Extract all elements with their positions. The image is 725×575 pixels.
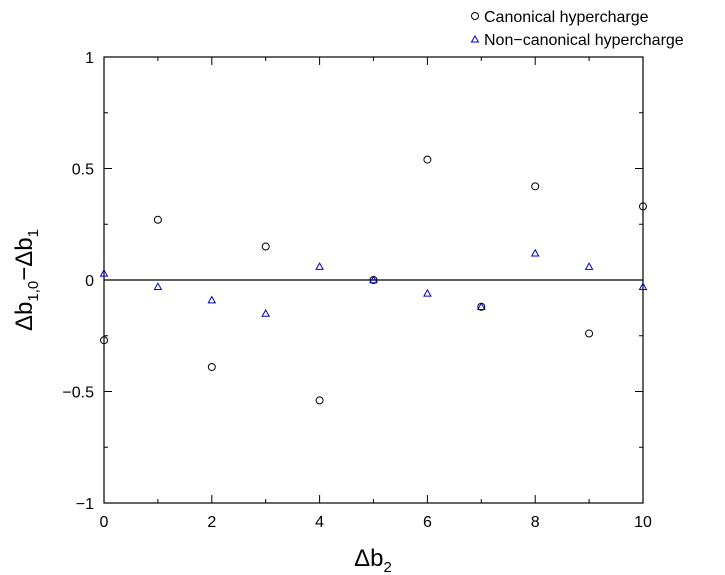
- tick-labels: 0 2 4 6 8 10 −1 −0.5 0 0.5 1: [62, 50, 652, 531]
- non-canonical-point: [315, 262, 324, 270]
- legend: Canonical hypercharge Non−canonical hype…: [470, 9, 684, 49]
- y-axis-title: Δb1,0−Δb1: [11, 229, 42, 331]
- x-tick-label: 0: [100, 514, 109, 531]
- legend-triangle-marker: [470, 35, 480, 43]
- canonical-point: [207, 362, 216, 371]
- x-tick-label: 10: [634, 514, 652, 531]
- canonical-point: [423, 155, 432, 164]
- canonical-point: [639, 202, 647, 211]
- legend-item-canonical: Canonical hypercharge: [471, 9, 649, 26]
- non-canonical-point: [207, 295, 217, 304]
- non-canonical-point: [476, 302, 486, 311]
- non-canonical-point: [369, 275, 378, 284]
- y-tick-label: 1: [85, 50, 94, 67]
- canonical-point: [531, 182, 540, 191]
- legend-label-non-canonical: Non−canonical hypercharge: [484, 32, 684, 49]
- x-tick-label: 6: [423, 514, 432, 531]
- data-points: [99, 155, 648, 405]
- non-canonical-point: [261, 308, 271, 317]
- legend-item-non-canonical: Non−canonical hypercharge: [470, 32, 684, 49]
- canonical-point: [153, 215, 162, 224]
- non-canonical-point: [99, 268, 109, 277]
- non-canonical-point: [423, 288, 432, 297]
- legend-label-canonical: Canonical hypercharge: [484, 9, 649, 26]
- y-tick-label: 0: [85, 273, 94, 290]
- y-tick-label: −1: [76, 496, 94, 513]
- legend-circle-marker: [471, 12, 479, 20]
- plot-frame: [103, 56, 644, 504]
- canonical-point: [261, 242, 270, 251]
- canonical-point: [315, 396, 324, 405]
- non-canonical-point: [638, 282, 648, 290]
- canonical-point: [100, 336, 108, 345]
- x-tick-label: 4: [315, 514, 324, 531]
- y-tick-label: −0.5: [62, 385, 94, 402]
- non-canonical-point: [153, 282, 163, 290]
- x-tick-label: 8: [531, 514, 540, 531]
- y-tick-label: 0.5: [72, 162, 94, 179]
- non-canonical-point: [584, 262, 594, 270]
- non-canonical-point: [530, 248, 540, 257]
- x-axis-title: Δb2: [354, 545, 392, 575]
- canonical-point: [585, 329, 594, 338]
- x-tick-label: 2: [207, 514, 216, 531]
